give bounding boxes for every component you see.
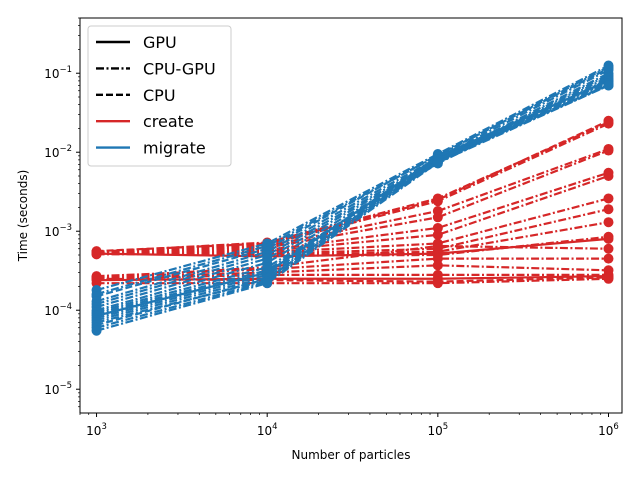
y-tick-label: 10−3 (44, 223, 72, 239)
series-line (96, 64, 609, 292)
data-point (603, 80, 614, 91)
y-tick-label: 10−2 (44, 144, 72, 160)
legend-label: CPU (143, 86, 176, 105)
data-point (432, 278, 443, 289)
data-point (432, 260, 443, 271)
series-line (96, 276, 609, 283)
series-line (96, 119, 609, 253)
x-tick-label: 104 (257, 422, 278, 438)
series-line (96, 79, 609, 317)
data-point (432, 222, 443, 233)
data-point (432, 212, 443, 223)
legend-label: GPU (143, 33, 177, 52)
series-line (96, 72, 609, 306)
series-line (96, 257, 609, 278)
series-line (96, 208, 609, 256)
data-point (432, 194, 443, 205)
data-point (262, 278, 273, 289)
series-line (96, 237, 609, 258)
series-layer (91, 60, 614, 336)
series-line (96, 273, 609, 280)
legend-entry: GPU (96, 33, 177, 52)
legend-entry: CPU-GPU (96, 59, 216, 78)
series-line (96, 67, 609, 298)
data-point (603, 145, 614, 156)
data-point (603, 193, 614, 204)
x-tick-label: 103 (86, 422, 107, 438)
y-axis-label: Time (seconds) (16, 170, 30, 263)
series-migrate-34 (91, 80, 614, 336)
series-line (96, 82, 609, 322)
plot-frame (79, 17, 623, 414)
y-tick-label: 10−4 (44, 302, 72, 318)
series-line (96, 197, 609, 255)
series-line (96, 174, 609, 255)
series-line (96, 264, 609, 279)
y-tick-label: 10−5 (44, 381, 72, 397)
data-point (432, 229, 443, 240)
legend-label: migrate (143, 139, 206, 158)
series-line (96, 171, 609, 254)
x-tick-label: 105 (427, 422, 448, 438)
series-line (96, 84, 609, 332)
series-line (96, 83, 609, 327)
data-point (91, 325, 102, 336)
data-point (603, 253, 614, 264)
legend-label: CPU-GPU (143, 59, 216, 78)
legend-entry: migrate (96, 139, 206, 158)
data-point (603, 233, 614, 244)
data-point (603, 204, 614, 215)
y-tick-label: 10−1 (44, 65, 72, 81)
legend-entry: create (96, 112, 194, 131)
data-point (432, 157, 443, 168)
series-line (96, 244, 609, 279)
legend-entry: CPU (96, 86, 176, 105)
series-line (96, 147, 609, 255)
data-point (91, 278, 102, 289)
data-point (432, 241, 443, 251)
legend: GPU CPU-GPU CPU create migrate (87, 25, 232, 167)
data-point (603, 115, 614, 126)
series-line (96, 277, 609, 285)
data-point (91, 248, 102, 259)
x-axis-label: Number of particles (292, 448, 411, 462)
legend-label: create (143, 112, 194, 131)
series-line (96, 221, 609, 257)
ticks-layer: 103 104 105 106 10−5 10−4 10−3 10−2 10−1 (44, 17, 619, 438)
series-line (96, 149, 609, 255)
data-point (603, 273, 614, 284)
series-line (96, 80, 609, 319)
legend-box (87, 25, 232, 167)
data-point (603, 217, 614, 228)
data-point (603, 243, 614, 254)
data-point (603, 171, 614, 181)
series-line (96, 68, 609, 303)
x-tick-label: 106 (598, 422, 619, 438)
